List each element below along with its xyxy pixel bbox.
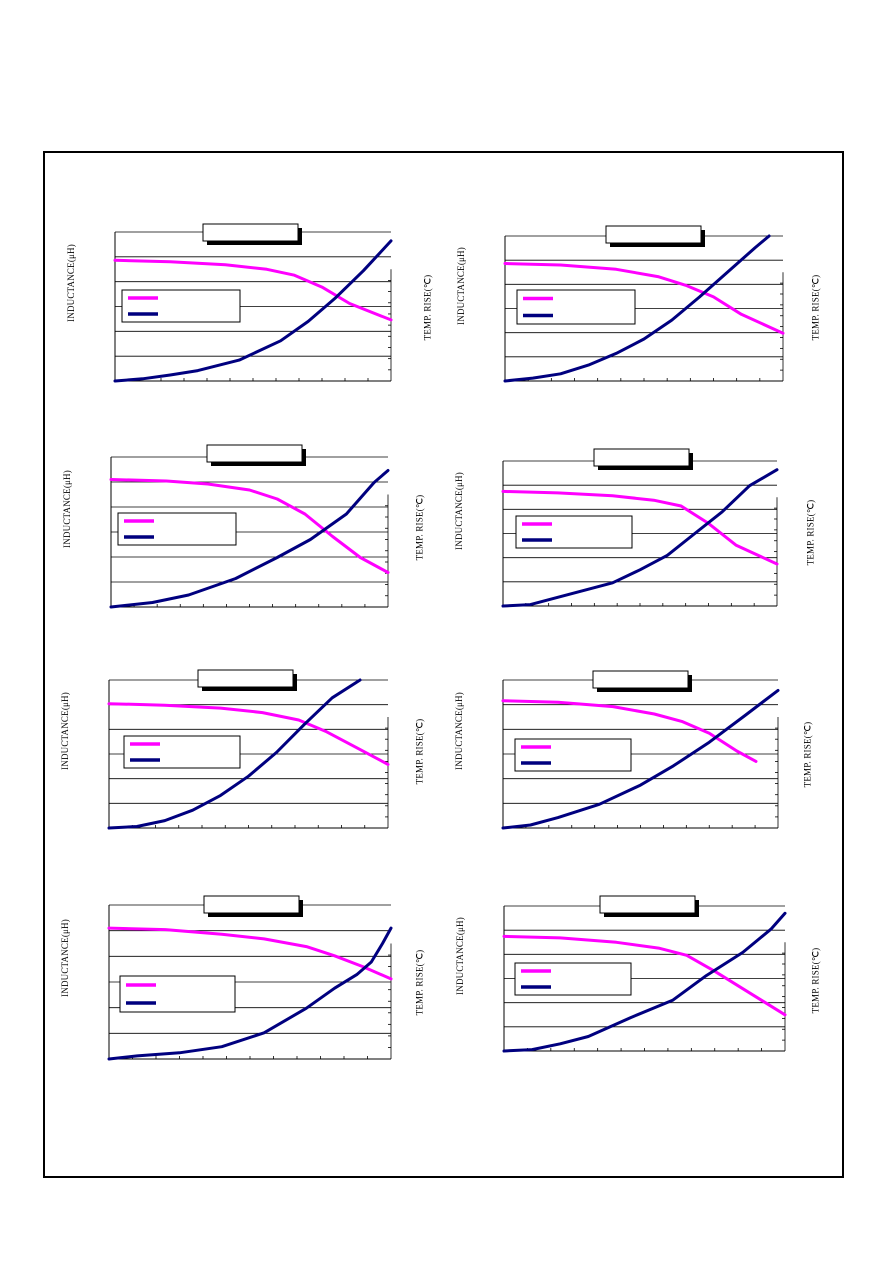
title-box: [592, 670, 689, 689]
inductance-line: [502, 934, 787, 1017]
chart-6-svg: [501, 670, 780, 830]
chart-7: [95, 890, 405, 1069]
temp-rise-line: [501, 468, 779, 608]
y-axis-label-left: INDUCTANCE(μH): [456, 246, 466, 325]
inductance-line: [503, 262, 785, 335]
y-axis-label-left: INDUCTANCE(μH): [66, 244, 76, 323]
legend-box: [123, 735, 241, 769]
title-box: [599, 895, 696, 914]
chart-6: [489, 665, 792, 838]
y-axis-label-right: TEMP. RISE(℃): [810, 947, 821, 1014]
inductance-line: [113, 258, 393, 322]
chart-3-svg: [109, 444, 390, 609]
title-box: [203, 895, 300, 914]
y-axis-label-right: TEMP. RISE(℃): [414, 949, 425, 1016]
chart-frame: [43, 151, 844, 1178]
y-axis-label-left: INDUCTANCE(μH): [60, 691, 70, 770]
y-axis-label-right: TEMP. RISE(℃): [422, 274, 433, 341]
inductance-line: [109, 478, 390, 574]
title-box: [605, 225, 702, 244]
temp-rise-line: [113, 239, 393, 383]
inductance-line: [107, 926, 393, 981]
inductance-line: [501, 699, 758, 763]
chart-1-svg: [113, 223, 393, 383]
y-axis-label-left: INDUCTANCE(μH): [454, 691, 464, 770]
y-axis-label-right: TEMP. RISE(℃): [810, 274, 821, 341]
legend-box: [117, 512, 237, 546]
y-axis-label-right: TEMP. RISE(℃): [802, 721, 813, 788]
chart-5-svg: [107, 669, 390, 830]
title-box: [202, 223, 299, 242]
y-axis-label-left: INDUCTANCE(μH): [455, 916, 465, 995]
y-axis-label-left: INDUCTANCE(μH): [62, 469, 72, 548]
chart-8-svg: [502, 895, 787, 1053]
temp-rise-line: [501, 688, 780, 830]
inductance-line: [107, 702, 390, 766]
chart-4: [489, 443, 791, 616]
chart-8: [490, 890, 799, 1061]
legend-box: [515, 515, 633, 549]
chart-5: [95, 664, 402, 838]
inductance-line: [501, 489, 779, 566]
legend-box: [516, 289, 636, 325]
temp-rise-line: [107, 926, 393, 1061]
temp-rise-line: [502, 911, 787, 1053]
y-axis-label-right: TEMP. RISE(℃): [414, 718, 425, 785]
y-axis-label-right: TEMP. RISE(℃): [805, 499, 816, 566]
y-axis-label-right: TEMP. RISE(℃): [414, 494, 425, 561]
y-axis-label-left: INDUCTANCE(μH): [60, 918, 70, 997]
legend-box: [119, 975, 236, 1013]
temp-rise-line: [503, 234, 771, 383]
legend-box: [514, 738, 632, 772]
chart-7-svg: [107, 895, 393, 1061]
y-axis-label-left: INDUCTANCE(μH): [454, 471, 464, 550]
chart-2: [491, 220, 797, 391]
title-box: [206, 444, 303, 463]
title-box: [197, 669, 294, 688]
legend-box: [514, 962, 632, 996]
chart-4-svg: [501, 448, 779, 608]
temp-rise-line: [107, 678, 362, 830]
legend-box: [121, 289, 241, 323]
temp-rise-line: [109, 469, 390, 609]
chart-1: [101, 218, 405, 391]
chart-2-svg: [503, 225, 785, 383]
chart-3: [97, 439, 402, 617]
title-box: [593, 448, 690, 467]
